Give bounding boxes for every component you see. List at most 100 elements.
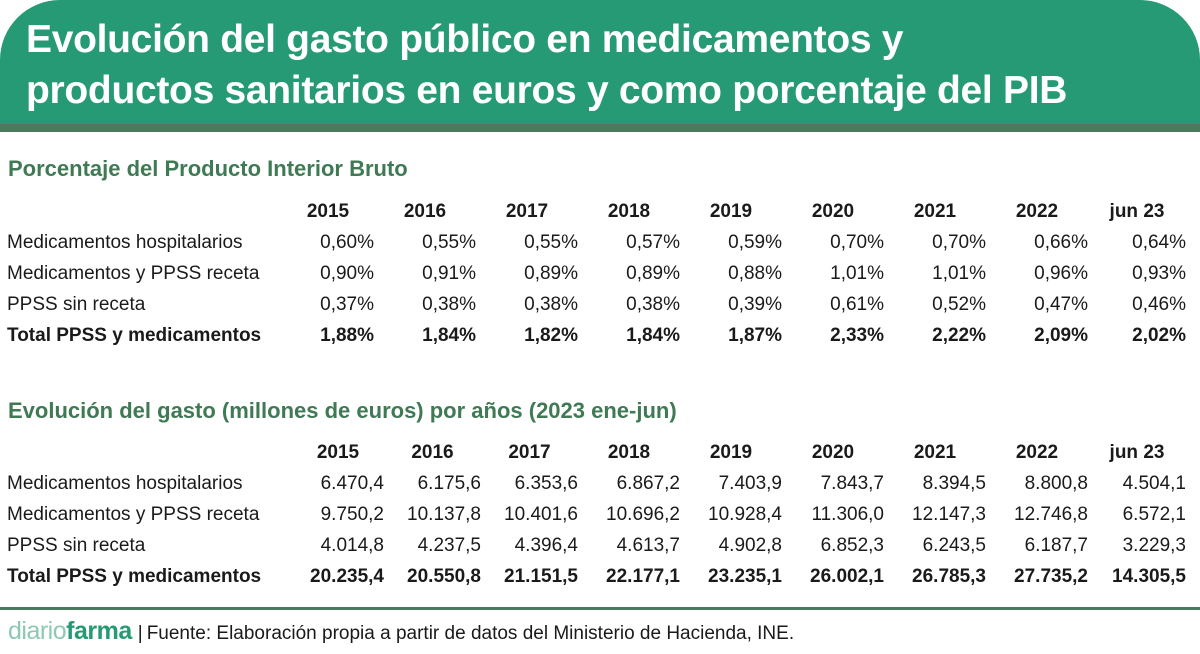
value-cell: 1,84% xyxy=(626,324,680,346)
value-cell: 4.396,4 xyxy=(514,534,578,556)
value-cell: 0,89% xyxy=(524,262,578,284)
section-title-pib: Porcentaje del Producto Interior Bruto xyxy=(8,156,408,181)
column-header: jun 23 xyxy=(1109,200,1165,222)
value-cell: 0,66% xyxy=(1034,231,1088,253)
column-header: 2016 xyxy=(411,441,454,463)
value-cell: 0,90% xyxy=(320,262,374,284)
value-cell: 2,22% xyxy=(932,324,986,346)
row-label: Medicamentos y PPSS receta xyxy=(7,262,260,284)
value-cell: 2,09% xyxy=(1034,324,1088,346)
table-row: Medicamentos y PPSS receta 0,90% 0,91% 0,89… xyxy=(0,258,1186,289)
column-header: 2021 xyxy=(913,200,957,222)
header-banner xyxy=(0,0,1200,124)
value-cell: 0,59% xyxy=(728,231,782,253)
value-cell: 2,33% xyxy=(830,324,884,346)
row-label: Total PPSS y medicamentos xyxy=(7,565,262,587)
value-cell: 0,96% xyxy=(1034,262,1088,284)
value-cell: 4.613,7 xyxy=(616,534,680,556)
column-header: 2018 xyxy=(607,200,651,222)
header-blank-cell xyxy=(0,437,292,468)
title-line-2: productos sanitarios en euros y como por… xyxy=(26,69,1068,112)
value-cell: 6.867,2 xyxy=(616,472,680,494)
value-cell: 10.401,6 xyxy=(504,503,578,525)
value-cell: 21.151,5 xyxy=(504,565,578,587)
value-cell: 0,93% xyxy=(1132,262,1186,284)
value-cell: 7.843,7 xyxy=(820,472,884,494)
column-header: 2019 xyxy=(709,441,753,463)
value-cell: 7.403,9 xyxy=(718,472,782,494)
header-row: 2015 2016 2017 2018 2019 2020 2021 2022 jun 23 xyxy=(0,196,1186,227)
value-cell: 6.243,5 xyxy=(922,534,986,556)
value-cell: 0,37% xyxy=(320,293,374,315)
logo-part-light: diario xyxy=(8,617,67,645)
table-row: Medicamentos hospitalarios 0,60% 0,55% 0,55… xyxy=(0,227,1186,258)
row-label: Medicamentos hospitalarios xyxy=(7,231,243,253)
column-header: 2018 xyxy=(607,441,651,463)
column-header: 2022 xyxy=(1015,200,1059,222)
column-header: 2019 xyxy=(709,200,753,222)
value-cell: 4.014,8 xyxy=(320,534,384,556)
value-cell: 0,38% xyxy=(524,293,578,315)
row-label: PPSS sin receta xyxy=(7,293,146,315)
diariofarma-logo: diariofarma xyxy=(8,617,132,645)
table-gasto-euros: 2015 2016 2017 2018 2019 2020 2021 2022 jun 23 Me… xyxy=(0,437,1186,592)
value-cell: 4.237,5 xyxy=(417,534,481,556)
column-header: 2015 xyxy=(306,200,350,222)
value-cell: 1,01% xyxy=(932,262,986,284)
value-cell: 6.852,3 xyxy=(820,534,884,556)
section-title-gasto: Evolución del gasto (millones de euros) … xyxy=(8,398,677,423)
row-label: Medicamentos hospitalarios xyxy=(7,472,243,494)
value-cell: 0,60% xyxy=(320,231,374,253)
value-cell: 0,61% xyxy=(830,293,884,315)
value-cell: 0,38% xyxy=(626,293,680,315)
column-header: 2016 xyxy=(403,200,447,222)
value-cell: 1,87% xyxy=(728,324,782,346)
value-cell: 9.750,2 xyxy=(320,503,384,525)
column-header: 2015 xyxy=(316,441,360,463)
total-row: Total PPSS y medicamentos 1,88% 1,84% 1,82%… xyxy=(0,320,1186,351)
value-cell: 0,46% xyxy=(1132,293,1186,315)
value-cell: 27.735,2 xyxy=(1014,565,1088,587)
row-label: Total PPSS y medicamentos xyxy=(7,324,262,346)
value-cell: 6.470,4 xyxy=(320,472,384,494)
value-cell: 0,70% xyxy=(830,231,884,253)
value-cell: 0,88% xyxy=(728,262,782,284)
value-cell: 6.572,1 xyxy=(1122,503,1186,525)
value-cell: 0,47% xyxy=(1034,293,1088,315)
value-cell: 0,70% xyxy=(932,231,986,253)
value-cell: 20.235,4 xyxy=(310,565,384,587)
value-cell: 22.177,1 xyxy=(606,565,680,587)
footer-separator: | xyxy=(137,623,143,644)
title-line-1: Evolución del gasto público en medicamen… xyxy=(26,18,904,61)
header-blank-cell xyxy=(0,196,282,227)
column-header: 2017 xyxy=(505,200,549,222)
table-row: Medicamentos y PPSS receta 9.750,2 10.137,… xyxy=(0,499,1186,530)
value-cell: 0,38% xyxy=(422,293,476,315)
value-cell: 0,55% xyxy=(422,231,476,253)
table-row: PPSS sin receta 0,37% 0,38% 0,38% 0,38% 0,39%… xyxy=(0,289,1186,320)
logo-part-bold: farma xyxy=(66,617,132,645)
table-row: PPSS sin receta 4.014,8 4.237,5 4.396,4 4.61… xyxy=(0,530,1186,561)
value-cell: 1,88% xyxy=(320,324,374,346)
value-cell: 0,55% xyxy=(524,231,578,253)
value-cell: 1,82% xyxy=(524,324,578,346)
value-cell: 26.785,3 xyxy=(912,565,986,587)
page-title: Evolución del gasto público en medicamen… xyxy=(26,14,1067,116)
value-cell: 11.306,0 xyxy=(811,503,884,525)
value-cell: 3.229,3 xyxy=(1122,534,1186,556)
value-cell: 0,89% xyxy=(626,262,680,284)
value-cell: 20.550,8 xyxy=(407,565,481,587)
column-header: 2020 xyxy=(811,441,855,463)
value-cell: 10.696,2 xyxy=(606,503,680,525)
value-cell: 6.353,6 xyxy=(514,472,578,494)
value-cell: 1,84% xyxy=(422,324,476,346)
table-pib-percentage: 2015 2016 2017 2018 2019 2020 2021 2022 jun 23 Me… xyxy=(0,196,1186,351)
value-cell: 4.504,1 xyxy=(1122,472,1186,494)
value-cell: 10.928,4 xyxy=(708,503,782,525)
row-label: Medicamentos y PPSS receta xyxy=(7,503,260,525)
value-cell: 0,57% xyxy=(626,231,680,253)
footer-divider xyxy=(0,607,1200,610)
value-cell: 0,91% xyxy=(422,262,476,284)
column-header: 2021 xyxy=(913,441,957,463)
value-cell: 10.137,8 xyxy=(407,503,481,525)
